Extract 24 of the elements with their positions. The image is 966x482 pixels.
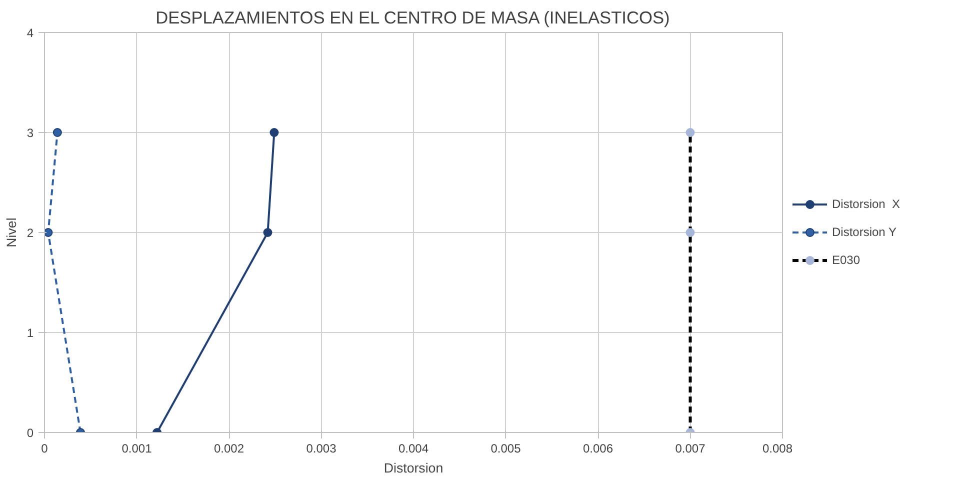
x-tick-label: 0.007 xyxy=(675,442,706,456)
y-axis-title: Nivel xyxy=(4,218,19,248)
x-tick-label: 0.008 xyxy=(762,442,793,456)
legend-label: Distorsion Y xyxy=(832,225,896,239)
chart-title: DESPLAZAMIENTOS EN EL CENTRO DE MASA (INELASTICOS) xyxy=(156,8,670,28)
x-tick-label: 0.001 xyxy=(122,442,152,456)
x-tick-label: 0.003 xyxy=(306,442,337,456)
x-tick-label: 0 xyxy=(41,442,48,456)
point xyxy=(270,128,279,137)
point xyxy=(263,228,272,237)
point xyxy=(52,128,62,137)
y-tick-label: 4 xyxy=(26,26,34,40)
y-tick-label: 2 xyxy=(26,226,34,240)
x-axis-title: Distorsion xyxy=(384,460,444,476)
x-tick-label: 0.004 xyxy=(398,442,429,456)
legend-label: E030 xyxy=(832,253,860,267)
legend-label: Distorsion X xyxy=(832,197,900,211)
y-tick-label: 3 xyxy=(26,126,34,140)
x-tick-label: 0.002 xyxy=(214,442,244,456)
y-tick-label: 0 xyxy=(26,426,34,440)
y-tick-label: 1 xyxy=(26,326,34,340)
x-tick-label: 0.005 xyxy=(490,442,522,456)
point xyxy=(44,228,53,237)
x-tick-label: 0.006 xyxy=(582,442,614,456)
